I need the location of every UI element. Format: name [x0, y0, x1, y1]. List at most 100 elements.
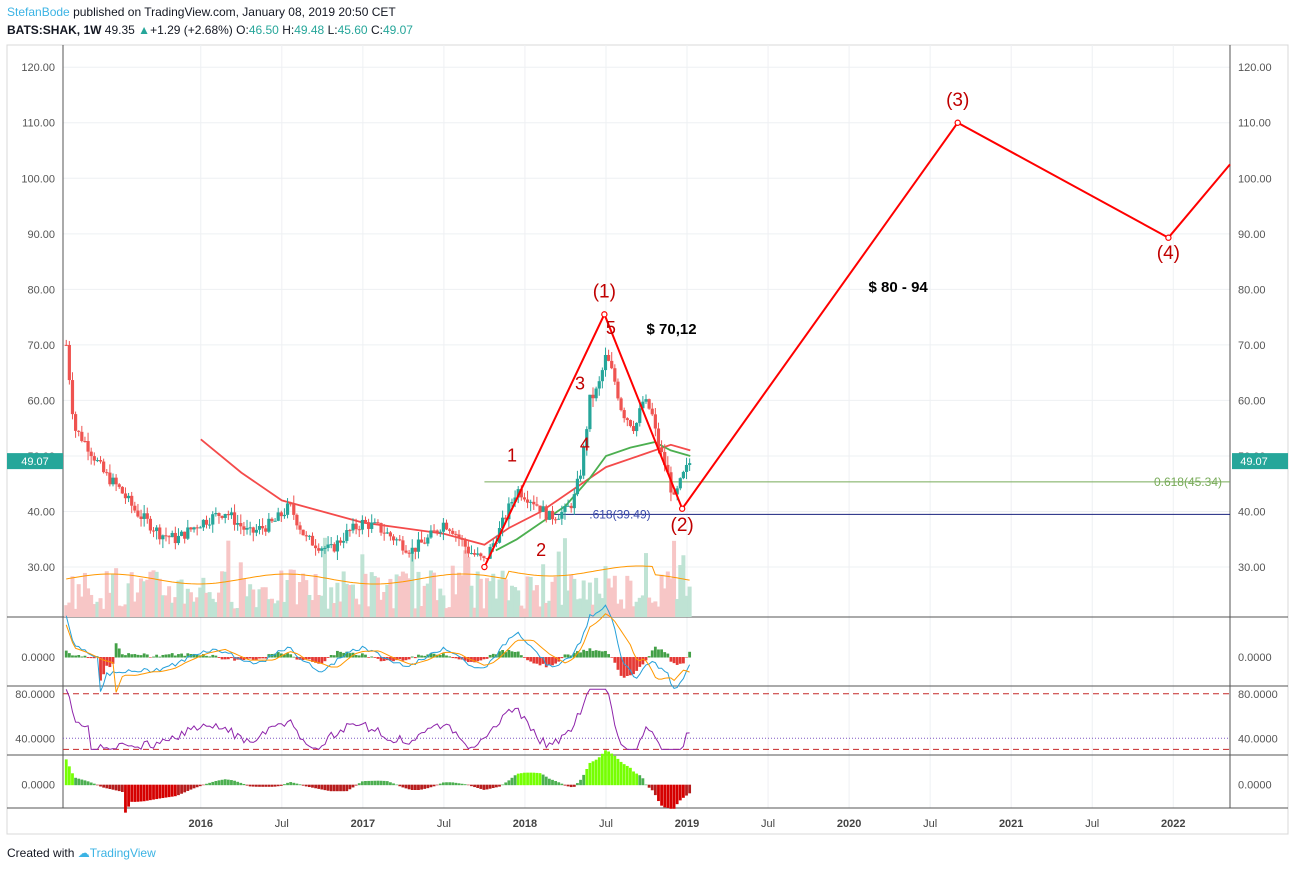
macd-histogram-bar: [289, 654, 293, 658]
candle-body: [70, 380, 75, 415]
oscillator-bar: [597, 757, 601, 786]
volume-bar: [110, 574, 115, 617]
candle-body: [588, 394, 592, 430]
oscillator-bar: [678, 784, 682, 801]
macd-line: [65, 604, 691, 692]
volume-bar: [447, 607, 452, 617]
volume-bar: [201, 577, 206, 617]
candle-body: [532, 501, 536, 505]
candle-body: [653, 414, 657, 429]
oscillator-bar: [604, 750, 607, 786]
candle-body: [663, 452, 667, 465]
macd-histogram-bar: [529, 657, 533, 662]
time-tick-label: Jul: [761, 818, 775, 830]
oscillator-bar: [345, 784, 349, 792]
volume-bar: [114, 568, 119, 617]
macd-histogram-bar: [155, 654, 159, 658]
candle-body: [151, 530, 156, 532]
macd-histogram-bar: [254, 657, 258, 660]
volume-bar: [319, 595, 324, 617]
candle-body: [92, 456, 96, 461]
rsi-tick-right: 80.0000: [1238, 689, 1278, 701]
oscillator-bar: [117, 784, 121, 792]
macd-histogram-bar: [120, 654, 124, 658]
oscillator-bar: [173, 784, 177, 797]
oscillator-bar: [186, 784, 190, 791]
volume-bar: [188, 592, 193, 617]
oscillator-bar: [74, 777, 77, 786]
volume-bar: [167, 586, 172, 617]
macd-histogram-bar: [407, 657, 411, 660]
moving-average-green: [495, 441, 691, 552]
volume-bar: [82, 572, 87, 617]
macd-histogram-bar: [332, 655, 336, 658]
macd-histogram-bar: [657, 649, 660, 658]
macd-histogram-bar: [597, 650, 601, 658]
volume-bar: [509, 585, 514, 617]
macd-histogram-bar: [329, 655, 333, 658]
candle-body: [214, 513, 218, 515]
macd-histogram-bar: [64, 650, 68, 658]
volume-bar: [612, 575, 617, 617]
time-tick-label: 2020: [837, 818, 861, 830]
macd-histogram-bar: [133, 654, 137, 658]
macd-histogram-bar: [136, 654, 140, 658]
macd-histogram-bar: [180, 653, 183, 658]
macd-histogram-bar: [264, 657, 268, 659]
candle-body: [264, 528, 268, 532]
author-link[interactable]: StefanBode: [7, 5, 70, 19]
candle-body: [282, 514, 287, 517]
candle-body: [423, 542, 427, 544]
macd-histogram-bar: [510, 651, 514, 658]
candle-body: [585, 429, 589, 448]
macd-histogram-bar: [429, 653, 433, 658]
candle-body: [170, 532, 174, 538]
oscillator-bar: [233, 780, 236, 786]
price-tick-label-left: 100.00: [21, 173, 55, 185]
volume-bar: [662, 588, 667, 617]
candle-body: [684, 464, 689, 472]
candle-body: [510, 501, 514, 504]
oscillator-bar: [364, 781, 367, 786]
oscillator-bar: [551, 779, 554, 786]
macd-histogram-bar: [376, 657, 380, 659]
oscillator-bar: [223, 779, 227, 786]
macd-histogram-bar: [220, 657, 224, 660]
wave-label: 5: [606, 318, 616, 338]
oscillator-bar: [657, 784, 660, 802]
volume-bar: [238, 562, 243, 617]
volume-bar: [229, 601, 234, 617]
macd-histogram-bar: [513, 651, 517, 658]
oscillator-bar: [360, 781, 364, 786]
macd-histogram-bar: [479, 657, 483, 661]
macd-histogram-bar: [370, 656, 374, 658]
rsi-tick-right: 40.0000: [1238, 733, 1278, 745]
candle-body: [220, 515, 224, 518]
candle-body: [217, 513, 221, 516]
volume-bar: [294, 604, 299, 617]
macd-histogram-bar: [491, 653, 495, 658]
macd-histogram-bar: [591, 650, 595, 658]
oscillator-bar: [413, 784, 417, 790]
tradingview-brand[interactable]: TradingView: [89, 846, 156, 860]
oscillator-bar: [519, 773, 523, 786]
macd-histogram-bar: [77, 655, 81, 658]
candle-body: [363, 519, 368, 523]
oscillator-bar: [276, 784, 280, 787]
volume-bar: [369, 572, 374, 617]
candle-body: [117, 484, 121, 487]
oscillator-bar: [336, 784, 339, 792]
oscillator-bar: [669, 784, 673, 809]
candle-body: [317, 548, 321, 551]
macd-histogram-bar: [161, 654, 165, 658]
volume-bar: [185, 588, 190, 617]
macd-histogram-bar: [314, 657, 318, 663]
volume-bar: [160, 595, 165, 617]
volume-bar: [326, 608, 331, 617]
candle-body: [666, 464, 670, 473]
wave-label: 4: [580, 434, 590, 454]
oscillator-bar: [230, 780, 233, 786]
oscillator-bar: [385, 781, 389, 786]
macd-histogram-bar: [86, 657, 90, 659]
